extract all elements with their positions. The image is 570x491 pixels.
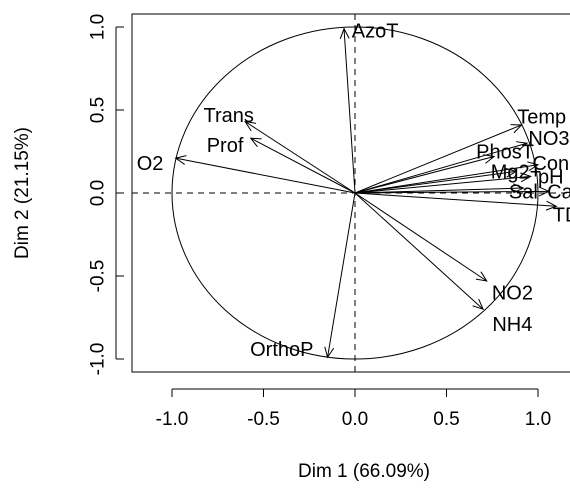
y-tick-label: 0.0 <box>88 180 109 206</box>
y-tick-label: -0.5 <box>88 260 109 293</box>
variable-label-phost: PhosT <box>476 142 534 164</box>
variable-arrow-ph <box>354 172 532 194</box>
variable-arrow-ca <box>354 186 551 197</box>
variable-arrow-mg2 <box>354 167 518 194</box>
variable-label-ph: pH <box>538 166 564 188</box>
x-axis-label: Dim 1 (66.09%) <box>298 461 430 482</box>
variable-arrow-o2 <box>174 155 356 194</box>
x-tick-label: 0.0 <box>342 409 368 430</box>
x-tick-label: -0.5 <box>247 409 280 430</box>
variable-arrow-no3 <box>354 141 529 194</box>
variable-arrow-temp <box>354 124 523 194</box>
variable-label-o2: O2 <box>137 153 164 175</box>
variable-arrow-cond <box>354 161 540 194</box>
y-tick-label: 0.5 <box>88 97 109 123</box>
frame-border <box>131 13 570 373</box>
axes: -1.0 -0.5 0.0 0.5 1.0 -1.0 -0.5 0.0 0.5 1.0 <box>88 14 552 430</box>
variable-label-tds: TDS <box>553 205 570 227</box>
y-tick-label: -1.0 <box>88 343 109 376</box>
variable-label-no3: NO3 <box>528 128 569 150</box>
variable-label-sal: Sal <box>509 181 538 203</box>
x-tick-label: 0.5 <box>433 409 459 430</box>
variable-label-orthop: OrthoP <box>250 339 313 361</box>
variable-label-mg2: Mg2+ <box>491 161 542 183</box>
variable-label-cond: Cond <box>532 153 570 175</box>
variable-label-azot: AzoT <box>352 20 399 42</box>
variable-label-no2: NO2 <box>492 283 533 305</box>
variable-arrow-tds <box>354 192 558 211</box>
x-tick-label: 1.0 <box>525 409 551 430</box>
x-tick-label: -1.0 <box>156 409 189 430</box>
variable-label-trans: Trans <box>204 105 254 127</box>
variable-arrow-azot <box>339 27 356 194</box>
variable-label-ca: Ca <box>547 181 570 203</box>
variable-arrow-nh4 <box>354 192 485 311</box>
variable-arrow-orthop <box>324 192 356 359</box>
variable-arrow-trans <box>244 120 356 194</box>
variable-arrow-no2 <box>354 192 488 282</box>
y-tick-label: 1.0 <box>88 14 109 40</box>
plot-area: AzoT Trans Prof O2 TempNO3PhosTCondMg2+pHSal… <box>132 14 570 372</box>
plot-frame <box>131 13 570 373</box>
variable-label-nh4: NH4 <box>492 314 532 336</box>
y-axis-label: Dim 2 (21.15%) <box>12 127 33 259</box>
variable-arrow-prof <box>249 137 356 194</box>
variable-label-temp: Temp <box>517 107 566 129</box>
variable-arrow-phost <box>354 154 496 194</box>
variable-label-prof: Prof <box>207 135 244 157</box>
